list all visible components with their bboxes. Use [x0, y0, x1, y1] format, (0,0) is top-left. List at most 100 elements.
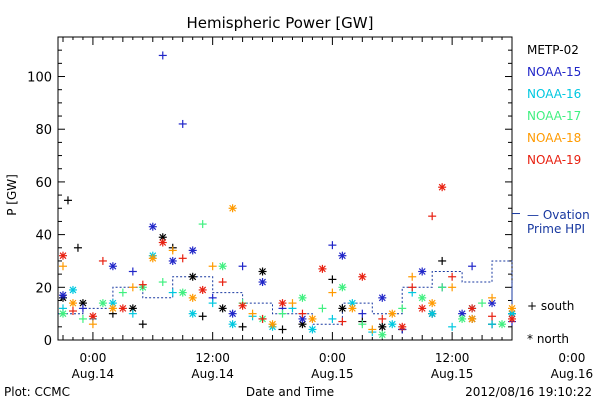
chart-title: Hemispheric Power [GW]: [187, 14, 374, 32]
data-point: [138, 320, 147, 329]
data-point: [108, 304, 117, 313]
data-point: [458, 314, 467, 323]
data-point: [288, 299, 297, 308]
data-point: [318, 264, 327, 273]
data-point: [298, 293, 307, 302]
data-point: [148, 222, 157, 231]
data-point: [58, 309, 67, 318]
data-point: [63, 196, 72, 205]
data-point: [478, 299, 487, 308]
data-point: [188, 293, 197, 302]
y-axis: 0 20 40 60 80 100: [27, 49, 512, 349]
data-point: [118, 304, 127, 313]
data-point: [258, 267, 267, 276]
data-point: [448, 283, 457, 292]
data-point: [238, 322, 247, 331]
data-point: [418, 293, 427, 302]
legend-entry: NOAA-17: [527, 109, 581, 123]
data-point: [468, 262, 477, 271]
data-point: [218, 304, 227, 313]
data-point: [358, 320, 367, 329]
data-point: [128, 267, 137, 276]
data-point: [73, 243, 82, 252]
data-point: [408, 272, 417, 281]
footer-right: 2012/08/16 19:10:22: [465, 385, 592, 399]
data-point: [158, 51, 167, 60]
data-point: [258, 314, 267, 323]
data-point: [98, 256, 107, 265]
data-point: [368, 325, 377, 334]
footer-left: Plot: CCMC: [4, 385, 70, 399]
data-point: [198, 312, 207, 321]
data-point: [238, 301, 247, 310]
data-point: [278, 299, 287, 308]
x-tick-date: Aug.15: [431, 367, 474, 381]
data-point: [138, 280, 147, 289]
data-point: [278, 309, 287, 318]
data-point: [68, 299, 77, 308]
y-axis-label: P [GW]: [5, 174, 19, 216]
data-point: [448, 322, 457, 331]
data-point: [488, 320, 497, 329]
x-tick-time: 0:00: [79, 351, 106, 365]
data-point: [338, 283, 347, 292]
data-point: [178, 288, 187, 297]
data-point: [168, 256, 177, 265]
legend-entry: NOAA-19: [527, 153, 581, 167]
legend-entry: NOAA-15: [527, 65, 581, 79]
data-point: [398, 304, 407, 313]
data-point: [198, 220, 207, 229]
legend-entry: NOAA-18: [527, 131, 581, 145]
x-tick-time: 0:00: [558, 351, 585, 365]
data-point: [98, 299, 107, 308]
data-point: [158, 278, 167, 287]
y-tick-label: 60: [35, 176, 52, 191]
x-tick-time: 12:00: [195, 351, 230, 365]
data-point: [358, 272, 367, 281]
data-point: [358, 309, 367, 318]
data-point: [68, 285, 77, 294]
legend: METP-02 NOAA-15 NOAA-16 NOAA-17 NOAA-18 NOAA-…: [527, 43, 581, 167]
data-point: [328, 241, 337, 250]
data-point: [178, 119, 187, 128]
data-point: [238, 262, 247, 271]
data-point: [88, 312, 97, 321]
data-point: [78, 314, 87, 323]
data-point: [378, 314, 387, 323]
data-point: [418, 304, 427, 313]
data-point: [438, 256, 447, 265]
data-point: [168, 246, 177, 255]
data-point: [488, 312, 497, 321]
data-point: [468, 314, 477, 323]
data-point: [158, 238, 167, 247]
data-point: [218, 278, 227, 287]
legend-entry: METP-02: [527, 43, 579, 57]
data-point: [378, 293, 387, 302]
x-tick-date: Aug.14: [72, 367, 115, 381]
data-point: [298, 309, 307, 318]
legend-south: + south: [527, 299, 574, 313]
data-point: [118, 288, 127, 297]
y-tick-label: 40: [35, 229, 52, 244]
data-point: [188, 246, 197, 255]
data-point: [228, 204, 237, 213]
data-point: [508, 304, 516, 313]
x-tick-date: Aug.15: [311, 367, 354, 381]
data-point: [258, 278, 267, 287]
data-point: [458, 309, 467, 318]
data-point: [398, 322, 407, 331]
x-tick-date: Aug.14: [191, 367, 234, 381]
data-point: [408, 283, 417, 292]
data-point: [308, 314, 317, 323]
y-tick-label: 80: [35, 123, 52, 138]
ovation-label-line1: — Ovation: [527, 208, 590, 222]
data-point: [508, 314, 516, 323]
data-point: [338, 251, 347, 260]
data-point: [228, 309, 237, 318]
data-point: [278, 325, 287, 334]
data-point: [488, 293, 497, 302]
x-axis: 0:00 Aug.14 12:00 Aug.14 0:00 Aug.15 12:00 Aug.…: [62, 37, 593, 381]
data-point: [428, 299, 437, 308]
y-tick-label: 20: [35, 281, 52, 296]
